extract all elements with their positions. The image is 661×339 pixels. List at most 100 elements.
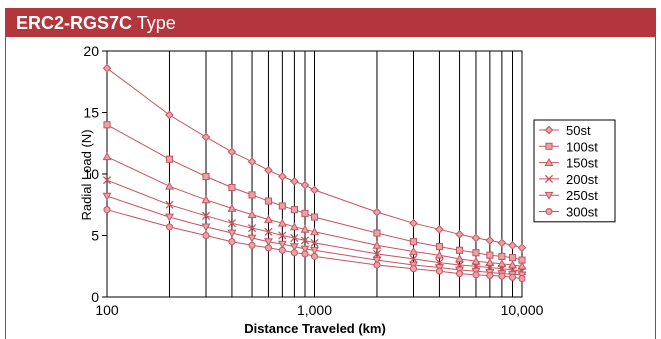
data-point — [289, 243, 299, 252]
legend-label: 150st — [566, 156, 598, 171]
data-point — [165, 110, 174, 120]
data-point — [544, 157, 554, 166]
legend-label: 100st — [566, 139, 598, 154]
data-point — [102, 192, 112, 201]
data-point — [517, 261, 527, 270]
data-point — [409, 246, 418, 255]
legend-label: 200st — [566, 172, 598, 187]
data-point — [435, 243, 443, 251]
data-point — [278, 172, 287, 181]
y-axis-title: Radial Load (N) — [79, 129, 94, 220]
data-point — [497, 238, 507, 248]
data-point — [201, 223, 211, 232]
data-point — [278, 231, 287, 240]
data-point — [435, 267, 443, 275]
data-point — [247, 224, 257, 233]
data-point — [248, 191, 256, 199]
data-point — [277, 240, 287, 249]
data-point — [373, 261, 381, 269]
data-point — [264, 244, 273, 252]
model-name: ERC2-RGS7C — [16, 13, 133, 33]
data-point — [545, 207, 553, 216]
data-point — [102, 152, 112, 161]
data-point — [517, 243, 527, 253]
data-point — [301, 250, 309, 258]
legend-box — [533, 119, 616, 223]
data-point — [102, 176, 112, 185]
data-point — [165, 155, 174, 163]
data-point — [372, 256, 382, 265]
y-tick-label: 10 — [83, 166, 99, 182]
data-point — [508, 241, 517, 250]
data-point — [300, 180, 310, 190]
data-point — [201, 195, 211, 204]
data-point — [102, 63, 112, 73]
data-point — [264, 214, 273, 223]
x-tick-label: 1,000 — [297, 302, 332, 318]
y-tick-label: 15 — [83, 105, 99, 121]
data-point — [435, 225, 444, 234]
data-point — [485, 236, 495, 245]
data-point — [373, 229, 381, 237]
data-point — [227, 203, 237, 212]
data-point — [247, 157, 257, 167]
data-point — [508, 273, 517, 281]
y-tick-label: 5 — [91, 228, 99, 244]
legend-label: 250st — [566, 188, 598, 203]
data-point — [372, 249, 382, 259]
data-point — [455, 229, 464, 239]
data-point — [471, 256, 481, 265]
data-point — [508, 260, 517, 269]
axes: 0 5 10 15 20 100 1,000 10,000 — [83, 43, 543, 318]
legend-label: 300st — [566, 205, 598, 220]
data-point — [227, 229, 237, 238]
data-point — [518, 274, 526, 283]
data-point — [310, 246, 319, 255]
data-point — [409, 238, 418, 246]
data-point — [300, 245, 310, 254]
chart-header: ERC2-RGS7C Type — [6, 9, 655, 37]
data-point — [278, 202, 286, 210]
data-point — [278, 246, 286, 254]
data-point — [455, 254, 464, 263]
data-point — [103, 206, 111, 214]
data-point — [486, 251, 494, 259]
series-300st — [103, 206, 526, 283]
data-point — [290, 233, 299, 243]
data-point — [409, 218, 418, 228]
data-point — [300, 236, 310, 245]
x-tick-label: 10,000 — [501, 302, 544, 318]
data-point — [409, 254, 418, 263]
data-point — [310, 238, 319, 247]
data-point — [471, 233, 481, 243]
data-point — [247, 209, 257, 218]
x-tick-label: 100 — [95, 302, 119, 318]
data-point — [289, 222, 299, 231]
y-tick-label: 0 — [91, 289, 99, 305]
data-point — [264, 238, 273, 247]
data-point — [290, 206, 298, 214]
data-point — [277, 218, 287, 227]
data-point — [455, 270, 464, 278]
data-point — [165, 223, 174, 231]
data-point — [498, 252, 506, 260]
data-point — [103, 121, 111, 129]
data-point — [301, 209, 309, 217]
data-point — [248, 241, 256, 249]
data-point — [228, 238, 236, 246]
data-point — [508, 254, 517, 262]
series-50st — [102, 63, 527, 253]
data-point — [409, 265, 418, 273]
data-point — [310, 213, 319, 221]
data-point — [472, 271, 480, 279]
legend-label: 50st — [566, 123, 591, 138]
data-point — [544, 174, 554, 183]
data-point — [310, 252, 319, 260]
data-point — [202, 172, 210, 181]
y-tick-label: 20 — [83, 43, 99, 59]
data-point — [497, 259, 507, 268]
series — [102, 63, 527, 283]
data-point — [202, 231, 210, 240]
data-point — [310, 227, 319, 236]
